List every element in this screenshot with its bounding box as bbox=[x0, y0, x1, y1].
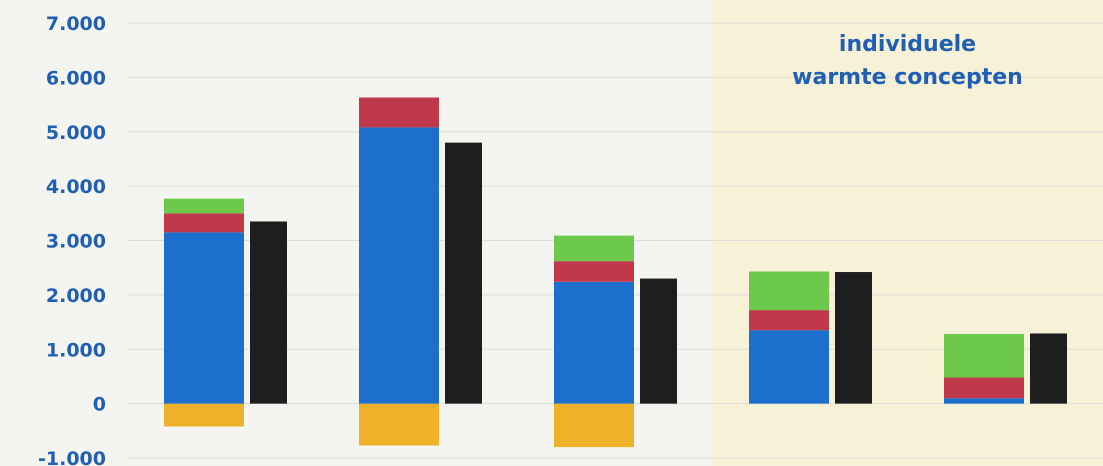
stacked-bar-segment bbox=[944, 377, 1024, 399]
total-bar bbox=[835, 272, 872, 404]
y-tick-label: 5.000 bbox=[46, 122, 106, 144]
stacked-bar-segment bbox=[554, 235, 634, 262]
stacked-bar-segment bbox=[359, 97, 439, 128]
y-tick-label: 3.000 bbox=[46, 231, 106, 253]
stacked-bar-segment bbox=[164, 213, 244, 233]
total-bar bbox=[1030, 333, 1067, 404]
bars bbox=[164, 97, 1067, 448]
y-tick-label: 6.000 bbox=[46, 67, 106, 89]
stacked-bar-segment bbox=[944, 334, 1024, 378]
stacked-bar-segment bbox=[359, 127, 439, 404]
stacked-bar-segment bbox=[944, 398, 1024, 404]
annotation-line-1: individuele bbox=[839, 32, 976, 57]
total-bar bbox=[250, 221, 287, 404]
stacked-bar-segment bbox=[749, 310, 829, 331]
stacked-bar-segment bbox=[749, 330, 829, 404]
y-tick-label: 2.000 bbox=[46, 285, 106, 307]
y-tick-label: 0 bbox=[93, 394, 106, 416]
stacked-bar-segment bbox=[164, 403, 244, 427]
stacked-bar-segment bbox=[554, 403, 634, 448]
y-tick-label: 7.000 bbox=[46, 13, 106, 35]
y-tick-label: 1.000 bbox=[46, 339, 106, 361]
stacked-bar-segment bbox=[164, 232, 244, 404]
stacked-bar-segment bbox=[164, 198, 244, 214]
stacked-bar-segment bbox=[359, 403, 439, 446]
total-bar bbox=[445, 142, 482, 404]
stacked-bar-segment bbox=[554, 281, 634, 404]
stacked-bar-segment bbox=[749, 271, 829, 311]
stacked-bar-segment bbox=[554, 261, 634, 282]
annotation-line-2: warmte concepten bbox=[792, 65, 1023, 90]
y-tick-label: 4.000 bbox=[46, 176, 106, 198]
y-tick-label: -1.000 bbox=[38, 448, 106, 466]
total-bar bbox=[640, 278, 677, 404]
y-axis: 7.000 6.000 5.000 4.000 3.000 2.000 1.000 0 -1.0… bbox=[38, 13, 106, 466]
